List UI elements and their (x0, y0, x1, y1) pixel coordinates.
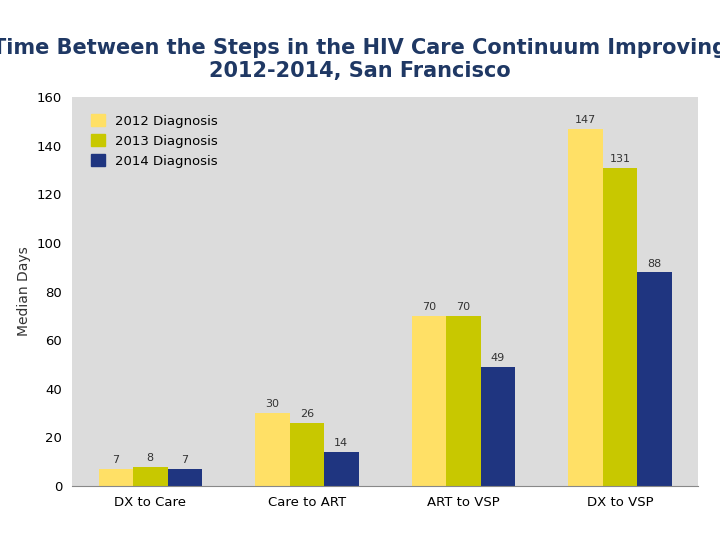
Bar (603, 167, 637, 486)
Bar (168, 469, 202, 486)
Bar (412, 316, 446, 486)
Text: 26: 26 (300, 409, 314, 419)
Text: 70: 70 (422, 302, 436, 312)
Bar (324, 452, 359, 486)
Legend: 2012 Diagnosis, 2013 Diagnosis, 2014 Diagnosis: 2012 Diagnosis, 2013 Diagnosis, 2014 Dia… (85, 107, 225, 174)
Text: 147: 147 (575, 115, 596, 125)
Bar (481, 367, 516, 486)
Text: 49: 49 (491, 353, 505, 363)
Bar (133, 467, 168, 486)
Text: 7: 7 (181, 455, 189, 465)
Y-axis label: Median Days: Median Days (17, 247, 32, 336)
Text: 7: 7 (112, 455, 120, 465)
Bar (99, 469, 133, 486)
Bar (637, 272, 672, 486)
Bar (255, 413, 289, 486)
Bar (446, 316, 481, 486)
Text: 70: 70 (456, 302, 471, 312)
Text: 14: 14 (334, 438, 348, 448)
Text: 8: 8 (147, 453, 154, 463)
Text: 131: 131 (610, 154, 631, 164)
Text: Time Between the Steps in the HIV Care Continuum Improving
2012-2014, San Franci: Time Between the Steps in the HIV Care C… (0, 38, 720, 81)
Text: 30: 30 (266, 400, 279, 409)
Bar (568, 129, 603, 486)
Bar (289, 423, 324, 486)
Text: 88: 88 (647, 259, 662, 268)
